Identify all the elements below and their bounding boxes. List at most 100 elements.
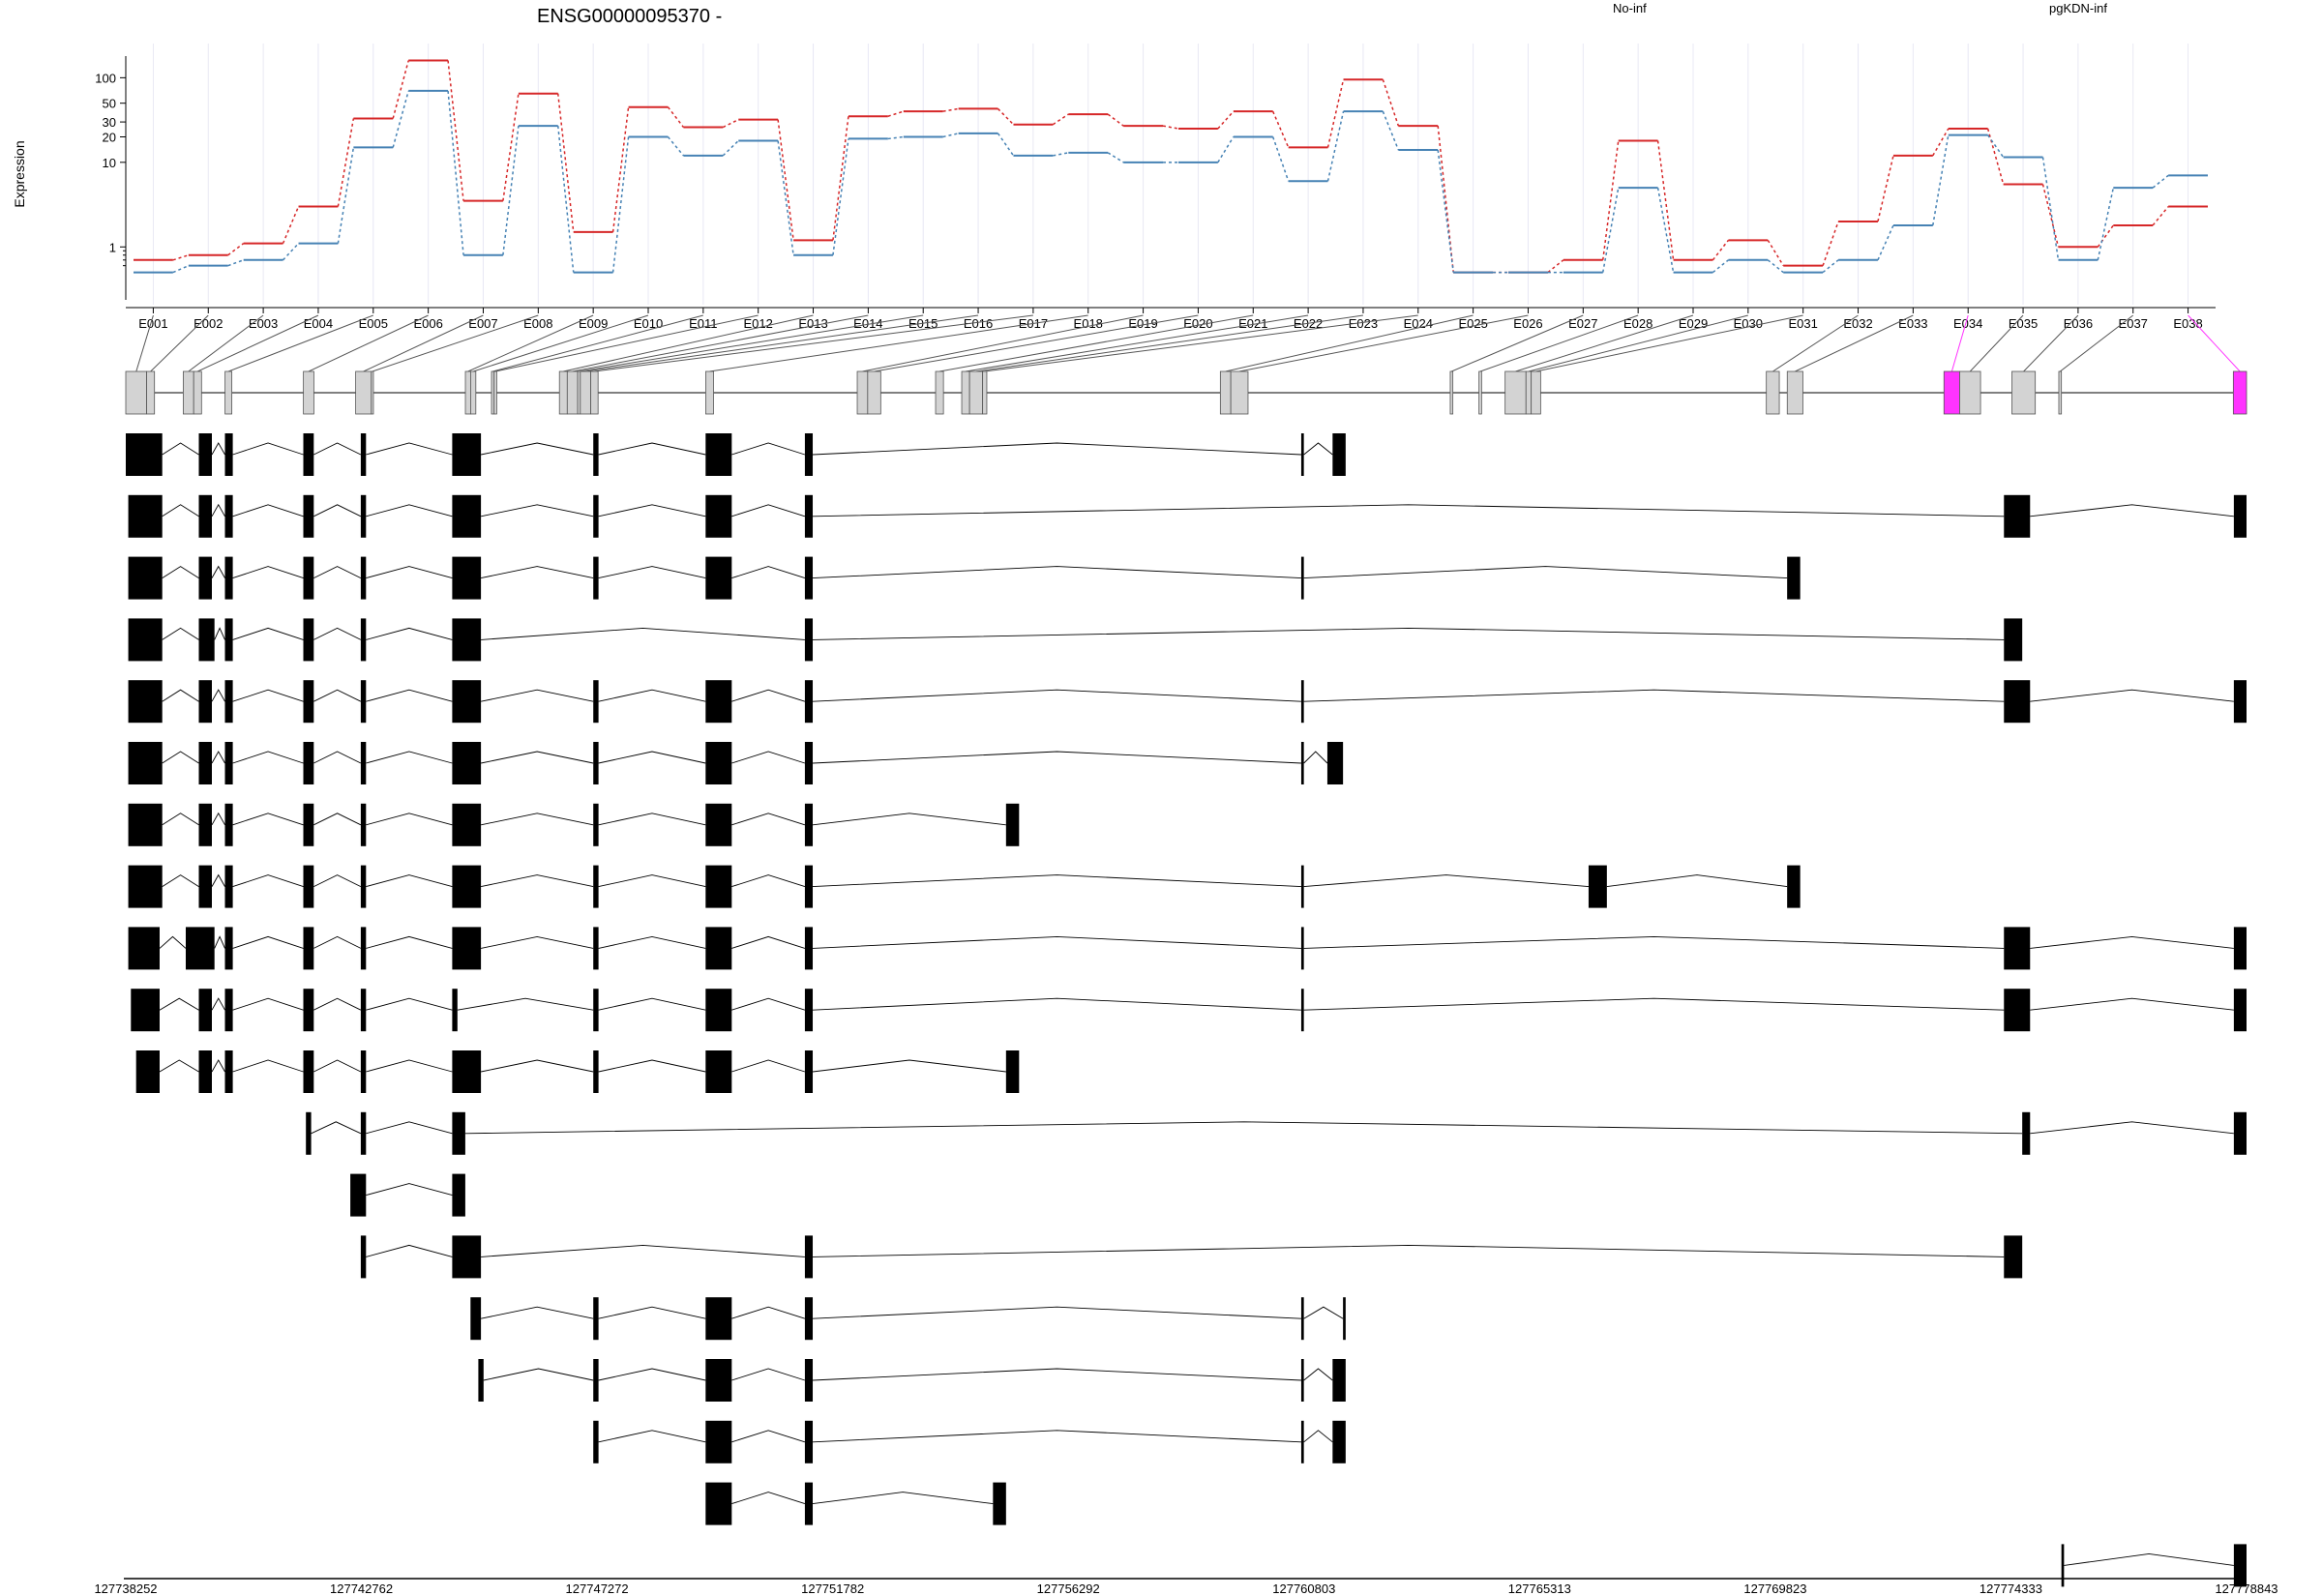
- transcript-exon: [452, 433, 482, 476]
- intron-line: [366, 504, 453, 517]
- transcript-exon: [128, 680, 163, 724]
- series-step: [1656, 188, 1675, 273]
- series-step: [1601, 140, 1620, 260]
- transcript-exon: [1300, 989, 1304, 1032]
- exon-connector: [492, 314, 703, 372]
- intron-line: [812, 1492, 994, 1505]
- exon-label: E028: [1623, 316, 1652, 331]
- intron-line: [812, 1306, 1301, 1319]
- series-step: [282, 206, 300, 244]
- exon-label: E014: [853, 316, 882, 331]
- transcript-exon: [1005, 1050, 1020, 1093]
- intron-line: [481, 627, 805, 640]
- transcript-exon: [705, 680, 732, 724]
- transcript-row: [128, 618, 2023, 662]
- transcript-exon: [804, 1297, 814, 1341]
- transcript-exon: [303, 989, 314, 1032]
- transcript-exon: [1300, 927, 1304, 970]
- transcript-exon: [1300, 742, 1304, 784]
- intron-line: [812, 997, 1301, 1011]
- intron-line: [232, 997, 304, 1011]
- transcript-exon: [198, 803, 212, 846]
- series-step: [722, 118, 739, 129]
- exon-connector: [308, 314, 429, 372]
- series-step: [1053, 152, 1069, 157]
- intron-line: [232, 627, 304, 640]
- y-tick-label: 50: [103, 97, 116, 111]
- transcript-exon: [593, 433, 599, 476]
- transcript-exon: [224, 556, 233, 600]
- exon-label: E019: [1128, 316, 1157, 331]
- transcript-row: [128, 494, 2247, 538]
- transcript-exon: [224, 680, 233, 724]
- series-step: [2152, 206, 2169, 226]
- intron-line: [232, 566, 304, 579]
- series-step: [1326, 111, 1345, 182]
- intron-line: [1303, 1306, 1344, 1319]
- exon-label: E031: [1788, 316, 1817, 331]
- exon-connector: [1969, 314, 2024, 372]
- intron-line: [731, 689, 806, 702]
- series-step: [1987, 134, 2005, 158]
- transcript-exon: [360, 1235, 367, 1279]
- series-step: [997, 133, 1015, 157]
- intron-line: [731, 504, 806, 517]
- transcript-exon: [2233, 680, 2247, 724]
- intron-line: [812, 751, 1301, 764]
- transcript-exon: [593, 865, 599, 908]
- gene-model-exon: [580, 370, 592, 415]
- series-step: [556, 93, 575, 232]
- exon-label: E001: [138, 316, 167, 331]
- series-No-inf: [134, 59, 2208, 274]
- series-step: [1382, 110, 1400, 151]
- intron-line: [159, 997, 199, 1011]
- transcript-exon: [452, 865, 482, 908]
- intron-line: [1303, 997, 2005, 1011]
- transcript-row: [593, 1420, 1346, 1463]
- transcript-exon: [131, 989, 160, 1032]
- series-step: [667, 136, 684, 157]
- intron-line: [162, 874, 199, 887]
- intron-line: [2030, 504, 2234, 517]
- exon-label: E007: [468, 316, 497, 331]
- gene-model-exon: [193, 370, 202, 415]
- transcript-exon: [804, 865, 814, 908]
- intron-line: [481, 442, 594, 456]
- series-step: [447, 90, 464, 255]
- series-pgKDN-inf: [134, 89, 2208, 274]
- series-step: [1712, 239, 1730, 261]
- transcript-row: [470, 1297, 1346, 1341]
- intron-line: [481, 813, 594, 826]
- intron-line: [481, 1244, 805, 1257]
- transcript-exon: [2004, 618, 2023, 662]
- transcript-exon: [593, 989, 599, 1032]
- gene-model-exon: [1959, 370, 1981, 415]
- transcript-exon: [452, 927, 482, 970]
- intron-line: [1303, 935, 2005, 949]
- intron-line: [159, 1059, 199, 1073]
- intron-line: [232, 874, 304, 888]
- transcript-exon: [224, 927, 233, 970]
- transcript-exon: [303, 927, 314, 970]
- gene-model-exon: [1478, 370, 1482, 415]
- transcript-exon: [128, 742, 163, 784]
- exon-label: E035: [2009, 316, 2038, 331]
- gene-model-exon: [856, 370, 869, 415]
- series-step: [997, 107, 1015, 126]
- series-step: [2152, 174, 2169, 189]
- intron-line: [598, 874, 706, 888]
- exon-connector: [862, 314, 1144, 372]
- genomic-tick-label: 127756292: [1037, 1581, 1100, 1596]
- intron-line: [1303, 566, 1788, 579]
- gene-model-exon: [470, 370, 477, 415]
- transcript-exon: [2004, 1235, 2023, 1279]
- series-step: [1712, 259, 1729, 274]
- gene-model-exon: [125, 370, 148, 415]
- transcript-row: [128, 927, 2247, 970]
- series-step: [887, 135, 904, 140]
- intron-line: [211, 442, 225, 456]
- intron-line: [598, 1059, 706, 1073]
- intron-line: [313, 566, 362, 579]
- series-step: [777, 140, 794, 255]
- intron-line: [313, 997, 362, 1011]
